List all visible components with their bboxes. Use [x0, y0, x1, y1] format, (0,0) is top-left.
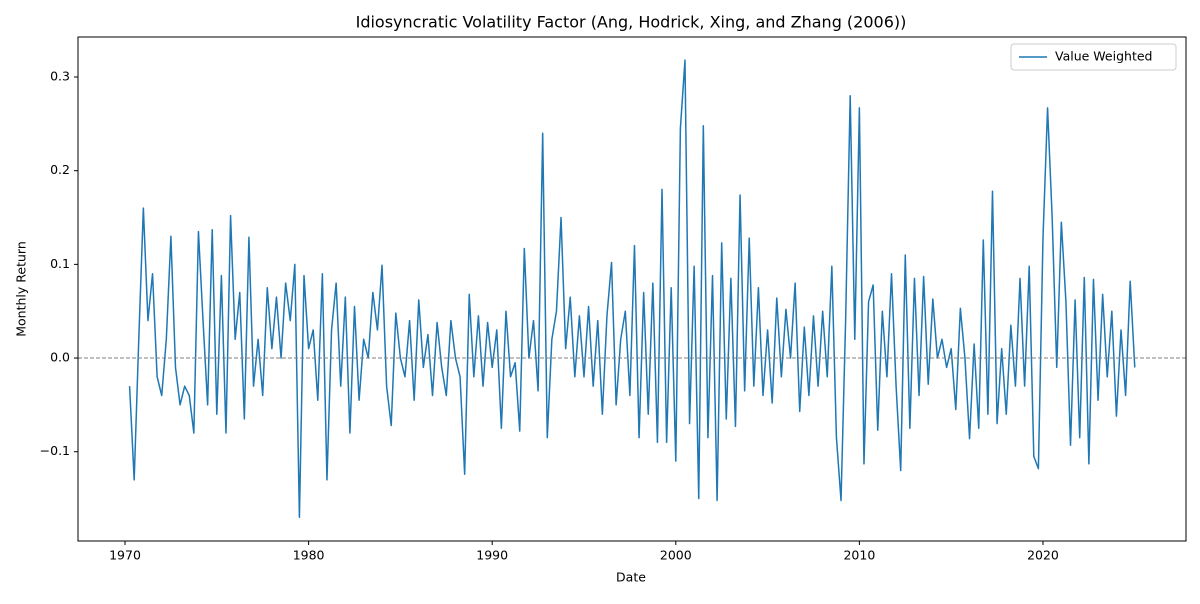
y-tick-label: −0.1	[40, 443, 70, 458]
data-line	[128, 59, 1136, 519]
y-tick-label: 0.0	[50, 350, 70, 365]
x-tick-label: 1970	[109, 548, 141, 563]
x-tick-label: 2020	[1027, 548, 1059, 563]
y-axis-label: Monthly Return	[14, 241, 29, 337]
y-tick-label: 0.1	[50, 256, 70, 271]
plot-frame	[77, 36, 1187, 542]
x-tick-label: 1990	[476, 548, 508, 563]
y-tick-label: 0.2	[50, 162, 70, 177]
x-tick-label: 1980	[293, 548, 325, 563]
legend-label: Value Weighted	[1055, 49, 1152, 64]
x-axis-label: Date	[616, 570, 646, 585]
x-tick-label: 2000	[660, 548, 692, 563]
x-tick-label: 2010	[843, 548, 875, 563]
chart-title: Idiosyncratic Volatility Factor (Ang, Ho…	[356, 13, 907, 32]
legend-box	[1010, 43, 1177, 71]
y-tick-label: 0.3	[50, 69, 70, 84]
